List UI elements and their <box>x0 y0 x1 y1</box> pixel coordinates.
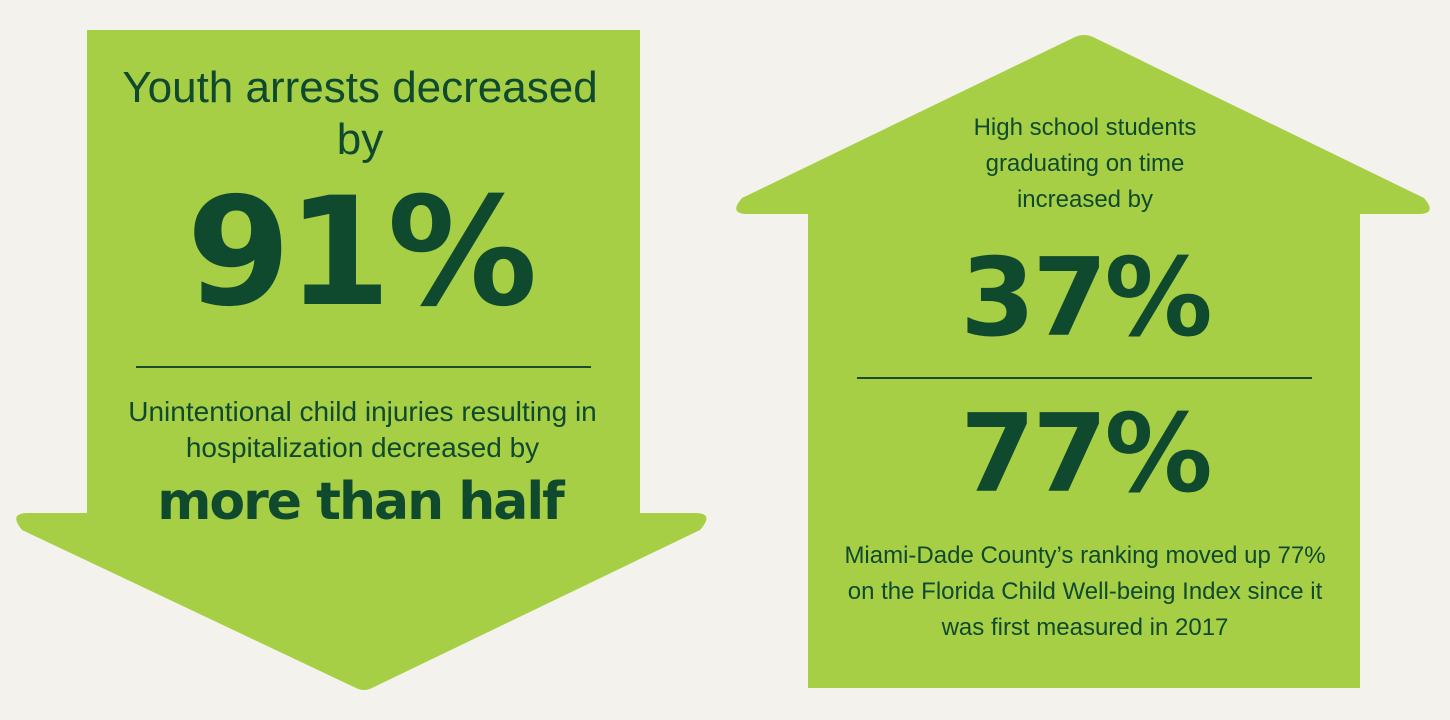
child-injuries-text: Unintentional child injuries resulting i… <box>128 396 597 463</box>
graduation-stat: 37% <box>960 236 1213 361</box>
ranking-text: Miami-Dade County’s ranking moved up 77%… <box>844 542 1326 641</box>
down-arrow-shape <box>16 30 707 690</box>
ranking-stat: 77% <box>960 392 1213 517</box>
left-divider <box>136 366 591 368</box>
graduation-heading: High school students graduating on time … <box>973 114 1197 213</box>
right-divider <box>857 377 1312 379</box>
child-injuries-stat: more than half <box>157 472 565 532</box>
youth-arrests-heading: Youth arrests decreased by <box>122 63 598 164</box>
youth-arrests-stat: 91% <box>186 166 537 340</box>
up-arrow-shape <box>736 35 1430 688</box>
